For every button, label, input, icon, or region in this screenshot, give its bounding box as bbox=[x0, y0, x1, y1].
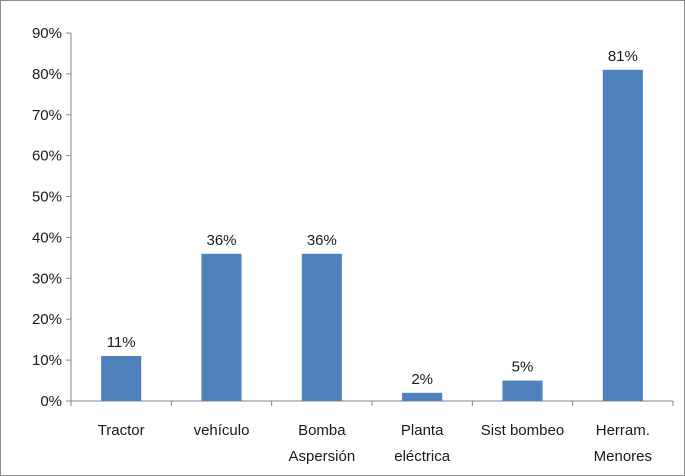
x-category-label: Tractor bbox=[98, 422, 145, 439]
bar-data-label: 11% bbox=[107, 334, 136, 351]
x-category-label: Herram. bbox=[596, 422, 650, 439]
bar-data-label: 81% bbox=[608, 48, 638, 65]
bar bbox=[301, 253, 342, 401]
data-labels: 11% 36% 36% 2% 5% 81% bbox=[107, 48, 638, 388]
bar-data-label: 36% bbox=[206, 232, 236, 249]
x-category-label: eléctrica bbox=[394, 448, 451, 465]
x-category-label: Sist bombeo bbox=[481, 422, 564, 439]
y-tick-label: 30% bbox=[32, 270, 62, 287]
y-tick-label: 80% bbox=[32, 66, 62, 83]
x-category-label: vehículo bbox=[194, 422, 250, 439]
bar bbox=[602, 69, 643, 402]
x-category-label: Menores bbox=[594, 448, 652, 465]
bar-data-label: 5% bbox=[512, 359, 534, 376]
bars bbox=[101, 69, 643, 402]
bar bbox=[502, 380, 543, 401]
bar-data-label: 2% bbox=[411, 371, 433, 388]
bar-data-label: 36% bbox=[307, 232, 337, 249]
bar bbox=[402, 392, 443, 401]
x-category-label: Planta bbox=[401, 422, 444, 439]
y-axis: 0% 10% 20% 30% 40% 50% 60% 70% 80% 90% bbox=[32, 25, 72, 410]
y-tick-label: 90% bbox=[32, 25, 62, 42]
y-tick-label: 50% bbox=[32, 189, 62, 206]
y-tick-label: 40% bbox=[32, 229, 62, 246]
y-tick-label: 10% bbox=[32, 352, 62, 369]
bar bbox=[101, 356, 142, 401]
y-tick-label: 70% bbox=[32, 107, 62, 124]
bar bbox=[201, 253, 242, 401]
y-tick-label: 60% bbox=[32, 148, 62, 165]
y-tick-label: 20% bbox=[32, 311, 62, 328]
y-tick-label: 0% bbox=[40, 393, 62, 410]
x-axis: Tractor vehículo Bomba Aspersión Planta eléct… bbox=[70, 400, 674, 465]
x-category-label: Bomba bbox=[298, 422, 346, 439]
x-category-label: Aspersión bbox=[288, 448, 355, 465]
